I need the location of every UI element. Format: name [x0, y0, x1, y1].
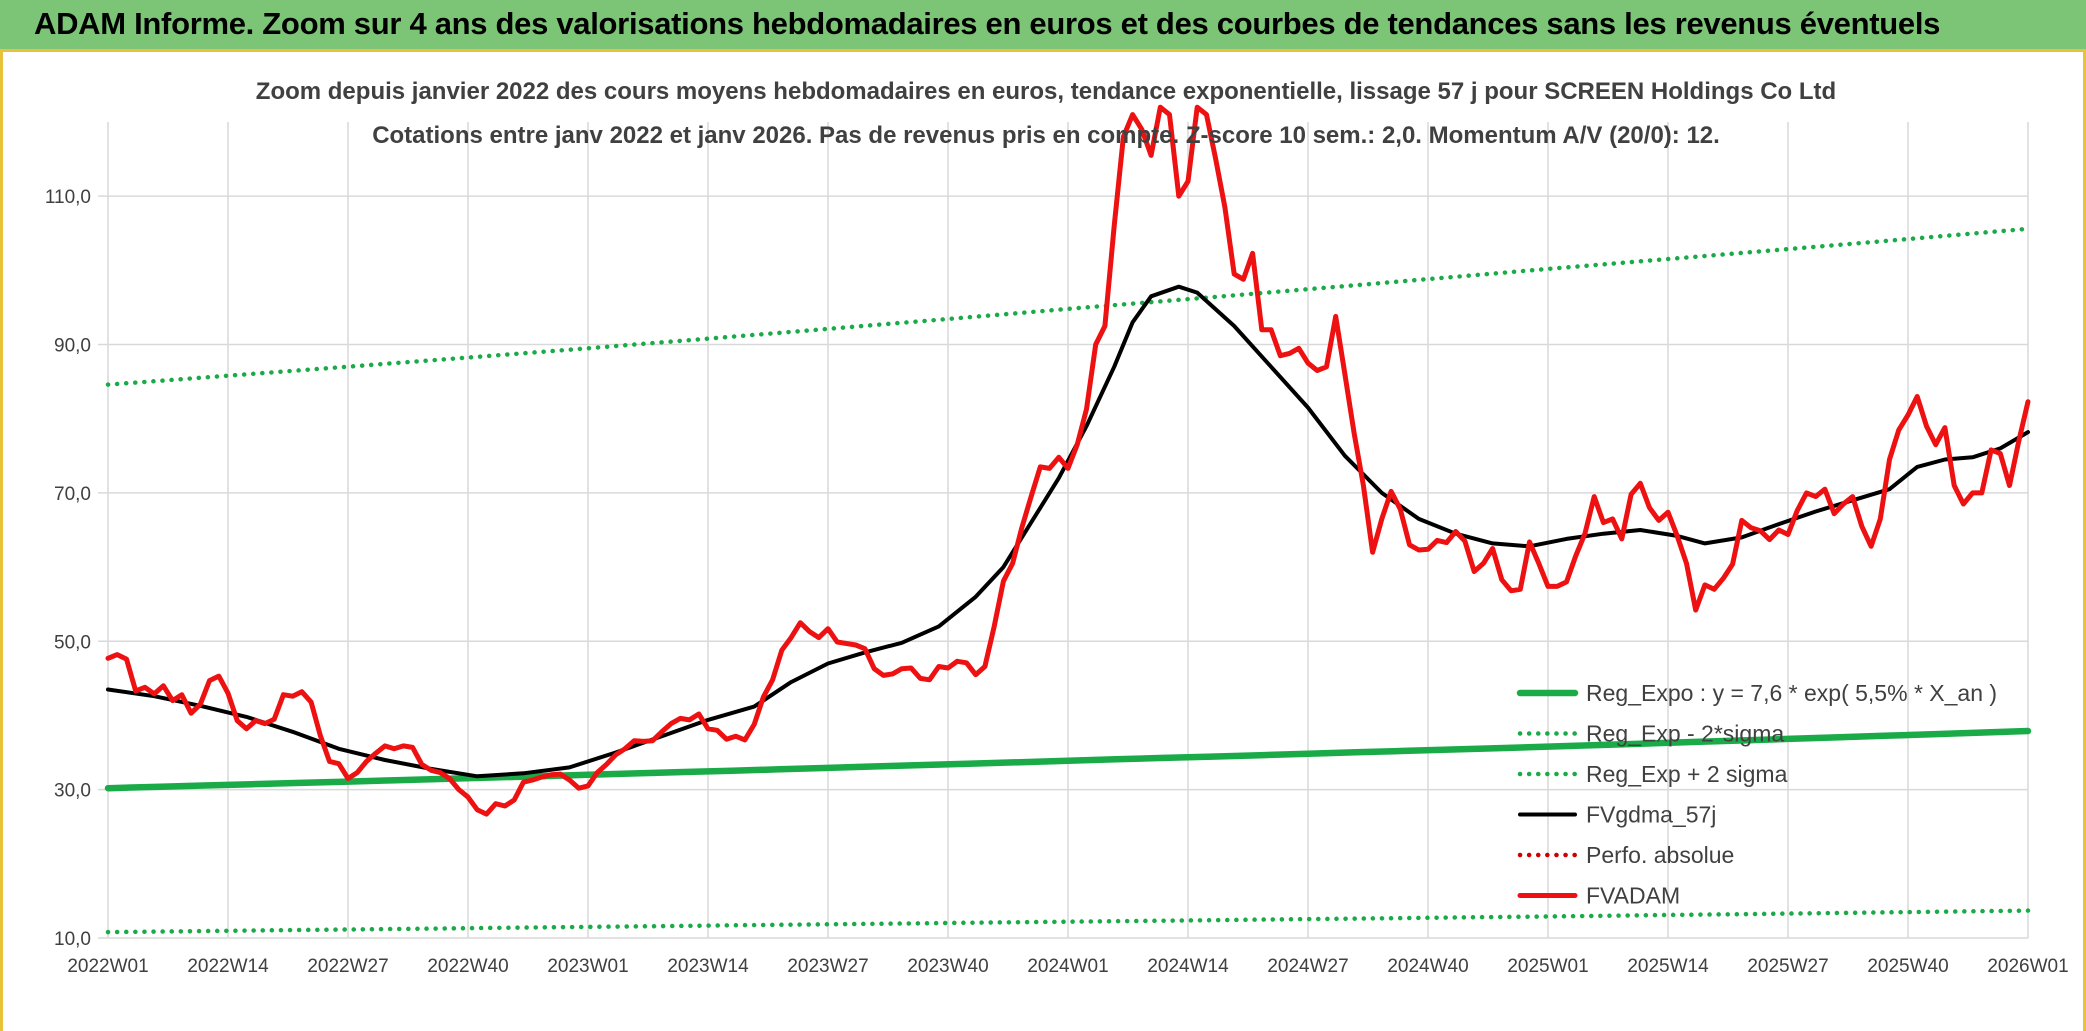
y-tick-label: 70,0	[54, 484, 91, 505]
x-tick-label: 2022W01	[67, 956, 148, 977]
grid-lines	[98, 122, 2029, 939]
x-tick-label: 2023W27	[787, 956, 868, 977]
x-tick-label: 2024W01	[1027, 956, 1108, 977]
series-line-fvgdma-57j	[106, 284, 2030, 779]
x-tick-label: 2025W01	[1507, 956, 1588, 977]
legend-label: Reg_Exp + 2 sigma	[1586, 761, 1788, 787]
line-chart: 2022W01 2022W14 2022W27 2022W40 2023W01 2023W…	[45, 78, 2069, 977]
legend-label: Reg_Exp - 2*sigma	[1586, 721, 1784, 747]
chart-title: Zoom depuis janvier 2022 des cours moyen…	[256, 78, 1836, 105]
series-layer	[104, 104, 2032, 935]
x-tick-label: 2025W40	[1867, 956, 1948, 977]
y-tick-label: 10,0	[54, 929, 91, 950]
x-tick-label: 2022W40	[427, 956, 508, 977]
axis-labels: 2022W01 2022W14 2022W27 2022W40 2023W01 2023W…	[45, 187, 2069, 977]
x-tick-label: 2023W40	[907, 956, 988, 977]
y-tick-label: 90,0	[54, 336, 91, 357]
x-tick-label: 2025W27	[1747, 956, 1828, 977]
x-tick-label: 2022W14	[187, 956, 269, 977]
x-tick-label: 2023W14	[667, 956, 749, 977]
legend-label: FVADAM	[1586, 883, 1680, 909]
report-banner: ADAM Informe. Zoom sur 4 ans des valoris…	[0, 0, 2086, 52]
x-tick-label: 2024W27	[1267, 956, 1348, 977]
legend-label: Perfo. absolue	[1586, 842, 1734, 868]
x-tick-label: 2022W27	[307, 956, 388, 977]
y-tick-label: 110,0	[45, 187, 91, 208]
legend-label: FVgdma_57j	[1586, 802, 1716, 828]
legend: Reg_Expo : y = 7,6 * exp( 5,5% * X_an ) R…	[1516, 680, 1997, 909]
report-title: ADAM Informe. Zoom sur 4 ans des valoris…	[34, 6, 1941, 41]
x-tick-label: 2023W01	[547, 956, 628, 977]
y-tick-label: 30,0	[54, 781, 91, 802]
x-tick-label: 2024W14	[1147, 956, 1229, 977]
chart-subtitle: Cotations entre janv 2022 et janv 2026. …	[372, 122, 1720, 149]
series-line-reg-exp-2-sigma	[105, 908, 2031, 935]
x-tick-label: 2025W14	[1627, 956, 1709, 977]
chart-frame: 2022W01 2022W14 2022W27 2022W40 2023W01 2023W…	[0, 52, 2086, 1031]
x-tick-label: 2026W01	[1987, 956, 2068, 977]
series-line-reg-exp-2-sigma	[105, 226, 2031, 387]
series-line-fvadam	[105, 104, 2031, 817]
series-line-reg-expo-y-7-6-exp-5-5-x-an	[104, 727, 2032, 792]
legend-label: Reg_Expo : y = 7,6 * exp( 5,5% * X_an )	[1586, 680, 1997, 706]
y-tick-label: 50,0	[54, 632, 91, 653]
x-tick-label: 2024W40	[1387, 956, 1468, 977]
